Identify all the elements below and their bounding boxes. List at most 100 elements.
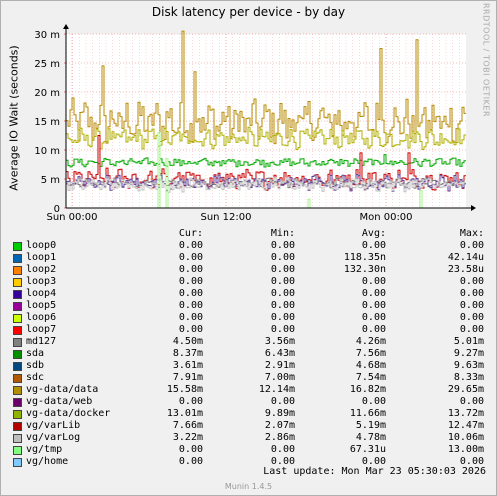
legend-cur: 0.00 — [178, 396, 203, 407]
legend-cur: 0.00 — [178, 456, 203, 467]
legend-swatch — [13, 374, 22, 383]
legend-swatch — [13, 302, 22, 311]
x-tick-label: Sun 00:00 — [46, 212, 97, 223]
legend-max: 13.00m — [447, 444, 484, 455]
legend-min: 3.56m — [264, 336, 295, 347]
legend-cur: 0.00 — [178, 324, 203, 335]
legend-cur: 3.61m — [172, 360, 203, 371]
legend-header-avg: Avg: — [361, 228, 386, 239]
series-line — [66, 126, 466, 150]
legend-avg: 11.66m — [349, 408, 386, 419]
legend-row: vg/home 0.00 0.00 0.00 0.00 — [0, 456, 497, 468]
legend-row: loop0 0.00 0.00 0.00 0.00 — [0, 240, 497, 252]
legend-name: loop2 — [26, 264, 57, 275]
legend-row: md127 4.50m 3.56m 4.26m 5.01m — [0, 336, 497, 348]
legend-swatch — [13, 254, 22, 263]
legend-name: loop5 — [26, 300, 57, 311]
legend-row: sdb 3.61m 2.91m 4.68m 9.63m — [0, 360, 497, 372]
legend-row: sdc 7.91m 7.00m 7.54m 8.33m — [0, 372, 497, 384]
legend-cur: 0.00 — [178, 252, 203, 263]
legend-name: sdc — [26, 372, 45, 383]
legend-row: vg-data/docker 13.01m 9.89m 11.66m 13.72m — [0, 408, 497, 420]
legend-cur: 7.66m — [172, 420, 203, 431]
legend-min: 7.00m — [264, 372, 295, 383]
legend-min: 0.00 — [270, 444, 295, 455]
legend-header: Cur: Min: Avg: Max: — [0, 228, 497, 240]
last-update: Last update: Mon Mar 23 05:30:03 2026 — [263, 466, 486, 477]
y-tick-label: 20 m — [34, 88, 60, 99]
legend-name: loop6 — [26, 312, 57, 323]
legend-swatch — [13, 350, 22, 359]
legend-avg: 0.00 — [361, 456, 386, 467]
legend-name: loop3 — [26, 276, 57, 287]
legend-cur: 0.00 — [178, 240, 203, 251]
legend-row: loop1 0.00 0.00 118.35n 42.14u — [0, 252, 497, 264]
legend-name: loop0 — [26, 240, 57, 251]
legend-swatch — [13, 386, 22, 395]
legend-name: vg/tmp — [26, 444, 63, 455]
legend-header-min: Min: — [270, 228, 295, 239]
legend-swatch — [13, 398, 22, 407]
legend-header-max: Max: — [459, 228, 484, 239]
legend-avg: 5.19m — [355, 420, 386, 431]
legend-avg: 0.00 — [361, 276, 386, 287]
legend-name: loop7 — [26, 324, 57, 335]
legend-swatch — [13, 422, 22, 431]
legend-avg: 0.00 — [361, 240, 386, 251]
legend-row: loop6 0.00 0.00 0.00 0.00 — [0, 312, 497, 324]
legend-swatch — [13, 242, 22, 251]
legend-name: vg-data/docker — [26, 408, 111, 419]
legend-min: 0.00 — [270, 276, 295, 287]
legend-avg: 0.00 — [361, 288, 386, 299]
legend-cur: 13.01m — [166, 408, 203, 419]
legend-name: vg-data/web — [26, 396, 93, 407]
legend-header-cur: Cur: — [178, 228, 203, 239]
x-tick-label: Sun 12:00 — [200, 212, 251, 223]
legend-avg: 0.00 — [361, 324, 386, 335]
legend-swatch — [13, 326, 22, 335]
legend-avg: 132.30n — [343, 264, 386, 275]
legend-swatch — [13, 278, 22, 287]
legend-cur: 7.91m — [172, 372, 203, 383]
legend-row: vg/varLib 7.66m 2.07m 5.19m 12.47m — [0, 420, 497, 432]
legend-swatch — [13, 434, 22, 443]
legend-avg: 7.56m — [355, 348, 386, 359]
legend-cur: 4.50m — [172, 336, 203, 347]
munin-version: Munin 1.4.5 — [224, 482, 273, 491]
legend-max: 13.72m — [447, 408, 484, 419]
legend-min: 0.00 — [270, 324, 295, 335]
legend-max: 0.00 — [459, 288, 484, 299]
legend-max: 0.00 — [459, 456, 484, 467]
legend-max: 0.00 — [459, 276, 484, 287]
plot-area: 0 5 m 10 m 15 m 20 m 25 m 30 m Sun 00:00 Sun 12:… — [34, 24, 476, 223]
legend-row: vg/varLog 3.22m 2.86m 4.78m 10.06m — [0, 432, 497, 444]
legend-max: 23.58u — [447, 264, 484, 275]
legend-min: 0.00 — [270, 312, 295, 323]
legend-max: 8.33m — [453, 372, 484, 383]
legend-max: 9.63m — [453, 360, 484, 371]
y-tick-label: 15 m — [34, 117, 60, 128]
series-line — [66, 154, 466, 168]
legend-min: 12.14m — [258, 384, 295, 395]
legend-min: 0.00 — [270, 252, 295, 263]
legend-max: 5.01m — [453, 336, 484, 347]
legend-name: vg/home — [26, 456, 69, 467]
legend-avg: 16.82m — [349, 384, 386, 395]
legend-min: 2.07m — [264, 420, 295, 431]
legend-row: vg/tmp 0.00 0.00 67.31u 13.00m — [0, 444, 497, 456]
legend-cur: 0.00 — [178, 300, 203, 311]
legend-cur: 0.00 — [178, 264, 203, 275]
legend-max: 42.14u — [447, 252, 484, 263]
legend-min: 9.89m — [264, 408, 295, 419]
legend-max: 0.00 — [459, 300, 484, 311]
legend-name: sdb — [26, 360, 45, 371]
legend-avg: 0.00 — [361, 396, 386, 407]
legend-row: loop4 0.00 0.00 0.00 0.00 — [0, 288, 497, 300]
legend-min: 6.43m — [264, 348, 295, 359]
legend-avg: 4.68m — [355, 360, 386, 371]
legend-name: sda — [26, 348, 45, 359]
legend-swatch — [13, 362, 22, 371]
legend-avg: 7.54m — [355, 372, 386, 383]
legend-max: 9.27m — [453, 348, 484, 359]
legend-max: 12.47m — [447, 420, 484, 431]
